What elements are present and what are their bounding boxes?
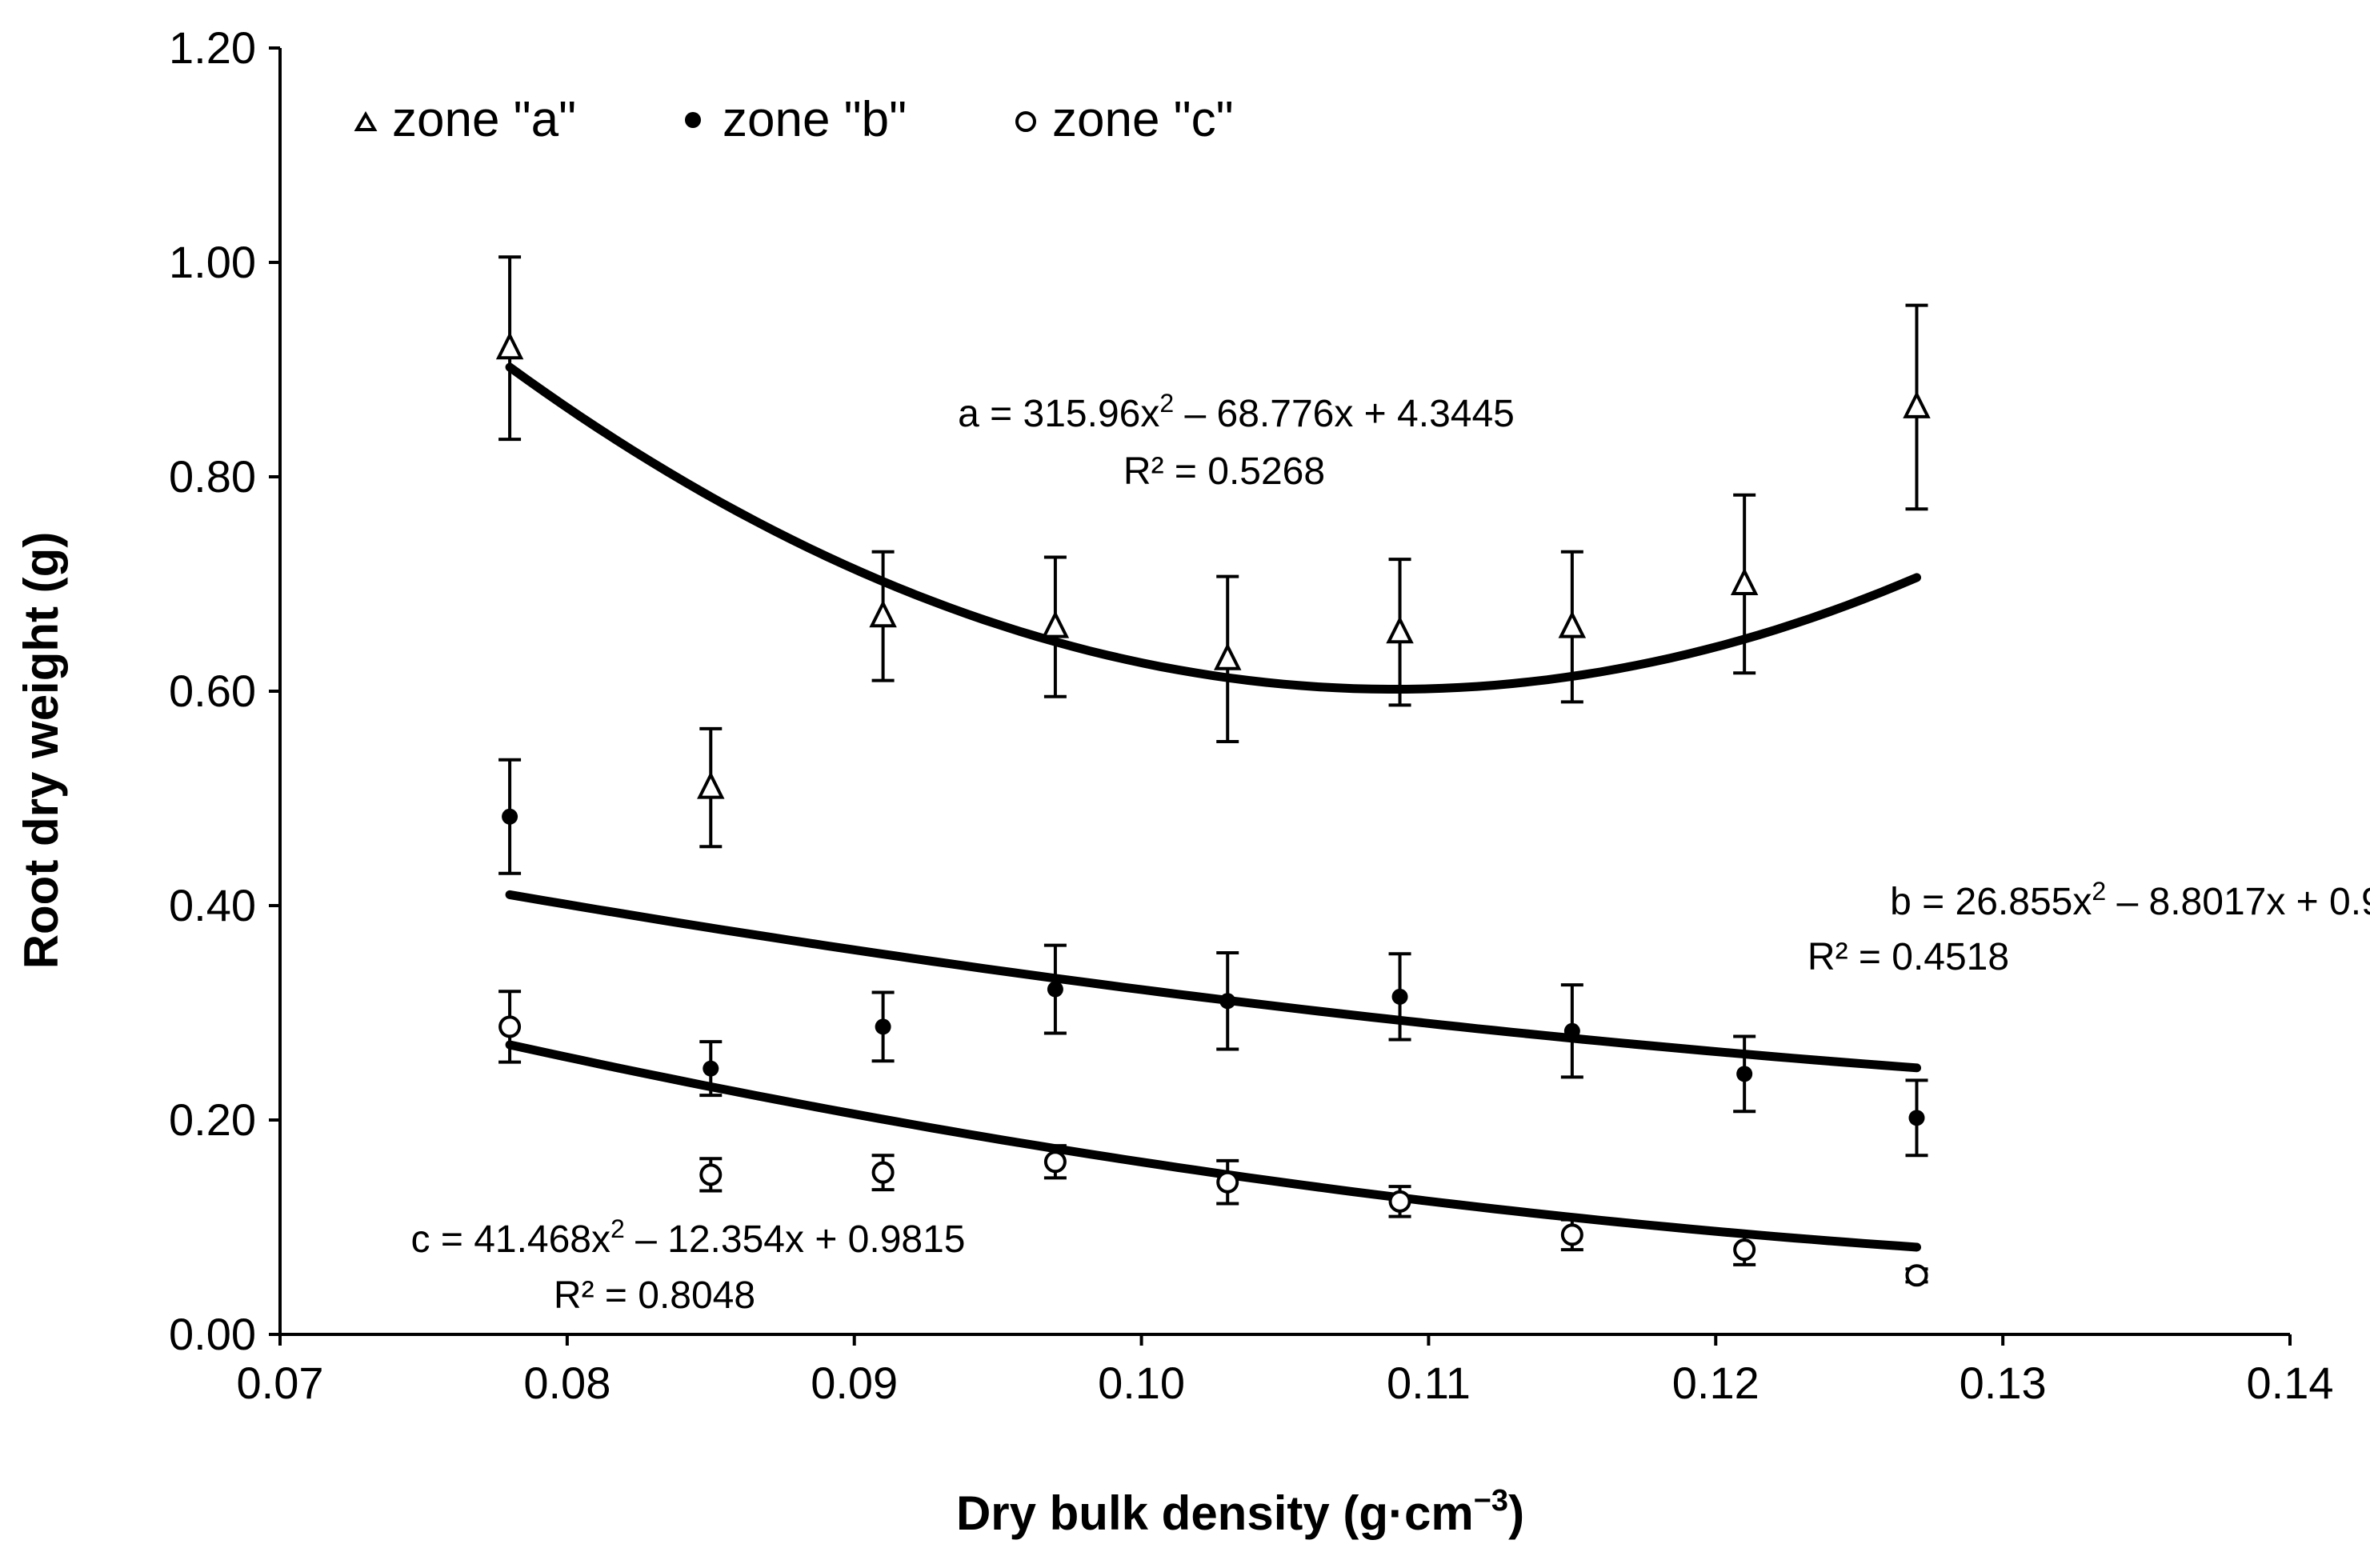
point-zone-a bbox=[869, 599, 897, 628]
legend: zone "a" zone "b" zone "c" bbox=[354, 92, 1234, 147]
point-zone-a bbox=[1386, 615, 1414, 644]
point-zone-b bbox=[1047, 981, 1063, 998]
equation-b: b = 26.855x2 – 8.8017x + 0.9333 bbox=[1890, 877, 2370, 923]
x-tick-label: 0.14 bbox=[2247, 1358, 2334, 1408]
equation-a: a = 315.96x2 – 68.776x + 4.3445 bbox=[958, 389, 1515, 435]
point-zone-a bbox=[495, 331, 524, 360]
point-zone-a bbox=[1903, 390, 1931, 418]
legend-label-zone-a: zone "a" bbox=[392, 92, 576, 147]
x-tick-label: 0.09 bbox=[811, 1358, 898, 1408]
trend-lines bbox=[505, 362, 1921, 1252]
r2-b: R² = 0.4518 bbox=[1808, 936, 2009, 978]
point-zone-c bbox=[1388, 1190, 1411, 1213]
r2-a: R² = 0.5268 bbox=[1123, 450, 1325, 493]
point-zone-b bbox=[1391, 988, 1408, 1005]
x-tick-label: 0.07 bbox=[237, 1358, 324, 1408]
point-zone-c bbox=[498, 1015, 522, 1038]
y-tick-label: 0.60 bbox=[169, 666, 256, 716]
y-tick-label: 0.00 bbox=[169, 1309, 256, 1359]
x-tick-label: 0.13 bbox=[1960, 1358, 2047, 1408]
y-tick-label: 0.20 bbox=[169, 1094, 256, 1145]
axes: 0.00 0.20 0.40 0.60 0.80 1.00 1.20 0.07 0.08 0.09… bbox=[169, 22, 2334, 1408]
trend-line-c bbox=[505, 1040, 1921, 1252]
point-zone-c bbox=[1905, 1264, 1928, 1287]
x-tick-label: 0.08 bbox=[523, 1358, 611, 1408]
point-zone-a bbox=[1558, 610, 1587, 638]
y-axis-title: Root dry weight (g) bbox=[14, 532, 68, 970]
point-zone-a bbox=[1041, 610, 1070, 638]
legend-filled-circle-icon bbox=[685, 112, 701, 128]
point-zone-c bbox=[1043, 1150, 1067, 1174]
legend-triangle-icon bbox=[354, 111, 378, 131]
point-zone-b bbox=[1736, 1066, 1753, 1082]
point-zone-b bbox=[1563, 1022, 1580, 1039]
x-tick-label: 0.12 bbox=[1672, 1358, 1759, 1408]
x-tick-label: 0.11 bbox=[1387, 1358, 1471, 1408]
equations: a = 315.96x2 – 68.776x + 4.3445 R² = 0.5… bbox=[410, 389, 2370, 1317]
point-zone-c bbox=[871, 1161, 895, 1184]
y-tick-label: 1.00 bbox=[169, 237, 256, 287]
legend-open-circle-icon bbox=[1015, 111, 1036, 132]
point-zone-a bbox=[1730, 567, 1759, 595]
point-zone-c bbox=[1216, 1170, 1239, 1194]
point-zone-a bbox=[697, 771, 725, 799]
legend-label-zone-b: zone "b" bbox=[723, 92, 907, 147]
x-tick-label: 0.10 bbox=[1098, 1358, 1185, 1408]
trend-line-b bbox=[505, 890, 1921, 1073]
point-zone-b bbox=[875, 1018, 891, 1035]
point-zone-a bbox=[1213, 642, 1242, 670]
point-zone-b bbox=[1219, 993, 1236, 1010]
point-zone-b bbox=[502, 808, 518, 825]
trend-line-a bbox=[505, 362, 1921, 694]
point-zone-b bbox=[703, 1060, 719, 1077]
data-points bbox=[495, 255, 1931, 1287]
y-tick-label: 1.20 bbox=[169, 22, 256, 73]
y-tick-label: 0.80 bbox=[169, 451, 256, 502]
equation-c: c = 41.468x2 – 12.354x + 0.9815 bbox=[410, 1214, 965, 1261]
x-axis-title: Dry bulk density (g·cm−3) bbox=[956, 1484, 1524, 1540]
y-tick-label: 0.40 bbox=[169, 880, 256, 930]
legend-label-zone-c: zone "c" bbox=[1052, 92, 1234, 147]
point-zone-c bbox=[1560, 1223, 1583, 1246]
r2-c: R² = 0.8048 bbox=[554, 1274, 755, 1317]
point-zone-b bbox=[1908, 1110, 1925, 1126]
point-zone-c bbox=[1733, 1238, 1756, 1262]
point-zone-c bbox=[699, 1163, 723, 1186]
